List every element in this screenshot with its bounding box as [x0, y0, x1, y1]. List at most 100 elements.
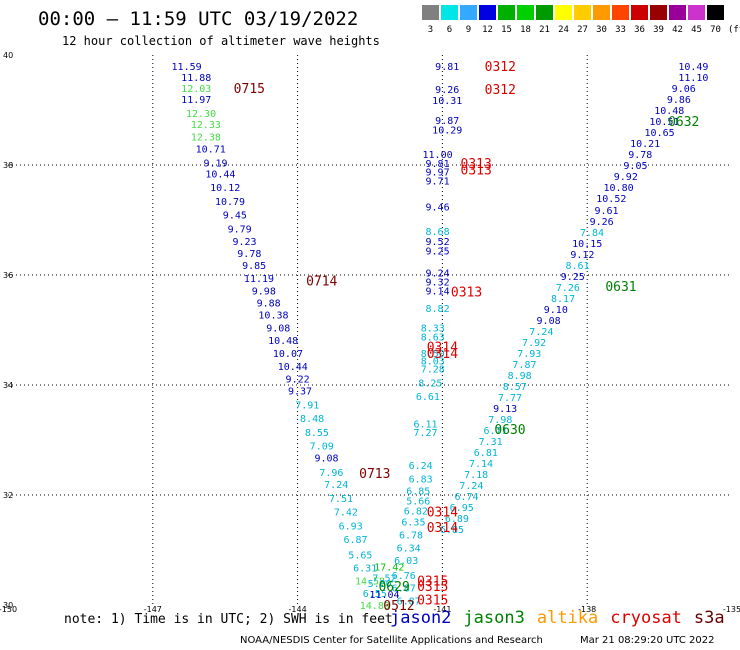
- swh-label: 6.85: [440, 525, 464, 536]
- swh-label: 8.25: [418, 378, 442, 389]
- swh-label: 14.89: [360, 601, 390, 612]
- swh-label: 10.21: [630, 139, 660, 150]
- swh-label: 9.23: [232, 237, 256, 248]
- pass-time-label: 0512: [383, 599, 414, 614]
- scale-label-21: 21: [539, 25, 550, 35]
- swh-label: 6.76: [392, 571, 416, 582]
- scale-label-42: 42: [672, 25, 683, 35]
- swh-label: 10.12: [210, 183, 240, 194]
- swh-label: 8.33: [421, 323, 445, 334]
- lon-tick-label: -144: [289, 605, 307, 614]
- swh-label: 6.34: [397, 543, 421, 554]
- scale-label-45: 45: [691, 25, 702, 35]
- swh-label: 9.85: [242, 261, 266, 272]
- swh-label: 9.61: [594, 206, 618, 217]
- scale-swatch-3: [422, 5, 439, 20]
- pass-time-label: 0315: [417, 580, 448, 595]
- swh-label: 10.48: [654, 106, 684, 117]
- swh-label: 7.96: [319, 468, 343, 479]
- swh-label: 9.45: [223, 211, 247, 222]
- swh-label: 10.44: [205, 169, 235, 180]
- swh-label: 9.08: [537, 316, 561, 327]
- swh-label: 9.08: [266, 323, 290, 334]
- swh-label: 11.97: [181, 95, 211, 106]
- lat-tick-label: 32: [3, 491, 13, 500]
- swh-label: 9.32: [426, 278, 450, 289]
- swh-label: 7.92: [522, 338, 546, 349]
- pass-time-label: 0315: [417, 594, 448, 609]
- pass-time-label: 0629: [378, 580, 409, 595]
- pass-time-label: 0314: [427, 521, 458, 536]
- pass-time-label: 0313: [461, 157, 492, 172]
- pass-time-label: 0314: [427, 347, 458, 362]
- swh-label: 9.52: [426, 237, 450, 248]
- map-title: 00:00 – 11:59 UTC 03/19/2022: [38, 8, 359, 30]
- scale-swatch-18: [517, 5, 534, 20]
- scale-label-30: 30: [596, 25, 607, 35]
- pass-time-label: 0314: [427, 341, 458, 356]
- scale-swatch-70: [707, 5, 724, 20]
- legend-jason2: jason2: [390, 608, 452, 628]
- swh-label: 9.24: [426, 268, 450, 279]
- swh-label: 9.87: [435, 116, 459, 127]
- swh-label: 7.09: [310, 442, 334, 453]
- swh-label: 6.81: [474, 448, 498, 459]
- swh-label: 6.61: [416, 392, 440, 403]
- swh-label: 10.80: [604, 183, 634, 194]
- swh-label: 6.03: [394, 556, 418, 567]
- swh-label: 8.63: [421, 333, 445, 344]
- swh-label: 14.58: [355, 576, 385, 587]
- swh-label: 8.61: [565, 261, 589, 272]
- scale-label-70: 70: [710, 25, 721, 35]
- satellite-legend: jason2 jason3 altika cryosat s3a: [390, 608, 737, 628]
- scale-swatch-12: [479, 5, 496, 20]
- swh-label: 8.17: [551, 294, 575, 305]
- swh-label: 7.24: [529, 327, 553, 338]
- scale-label-33: 33: [615, 25, 626, 35]
- swh-label: 10.44: [278, 362, 308, 373]
- footer-credit: NOAA/NESDIS Center for Satellite Applica…: [240, 635, 543, 646]
- swh-label: 9.71: [426, 176, 450, 187]
- swh-label: 9.19: [203, 158, 227, 169]
- swh-label: 10.29: [432, 125, 462, 136]
- swh-label: 8.57: [503, 382, 527, 393]
- swh-label: 9.26: [590, 217, 614, 228]
- footer-note: note: 1) Time is in UTC; 2) SWH is in fe…: [64, 612, 393, 627]
- scale-swatch-36: [631, 5, 648, 20]
- swh-label: 7.84: [580, 228, 604, 239]
- swh-label: 7.31: [479, 437, 503, 448]
- swh-label: 7.24: [324, 480, 348, 491]
- swh-label: 6.74: [454, 492, 478, 503]
- swh-label: 7.27: [413, 428, 437, 439]
- swh-label: 11.19: [244, 274, 274, 285]
- scale-unit: (ft): [728, 25, 740, 35]
- swh-label: 9.25: [426, 246, 450, 257]
- swh-label: 9.08: [315, 454, 339, 465]
- swh-label: 6.82: [404, 506, 428, 517]
- swh-label: 9.81: [435, 62, 459, 73]
- scale-swatch-6: [441, 5, 458, 20]
- swh-label: 9.22: [286, 374, 310, 385]
- swh-label: 8.50: [421, 349, 445, 360]
- scale-swatch-39: [650, 5, 667, 20]
- lat-tick-label: 36: [3, 271, 13, 280]
- lon-tick-label: -138: [578, 605, 596, 614]
- pass-time-label: 0314: [427, 506, 458, 521]
- pass-time-label: 0315: [417, 574, 448, 589]
- scale-swatch-45: [688, 5, 705, 20]
- swh-label: 7.98: [488, 415, 512, 426]
- scale-swatch-33: [612, 5, 629, 20]
- swh-label: 5.80: [368, 579, 392, 590]
- swh-label: 7.14: [469, 459, 493, 470]
- swh-label: 7.24: [459, 481, 483, 492]
- swh-label: 10.52: [596, 194, 626, 205]
- swh-label: 7.28: [421, 365, 445, 376]
- scale-label-15: 15: [501, 25, 512, 35]
- lon-tick-label: -135: [723, 605, 740, 614]
- swh-label: 7.42: [334, 508, 358, 519]
- swh-label: 6.83: [409, 475, 433, 486]
- pass-time-label: 0313: [451, 286, 482, 301]
- scale-label-36: 36: [634, 25, 645, 35]
- swh-label: 7.51: [329, 494, 353, 505]
